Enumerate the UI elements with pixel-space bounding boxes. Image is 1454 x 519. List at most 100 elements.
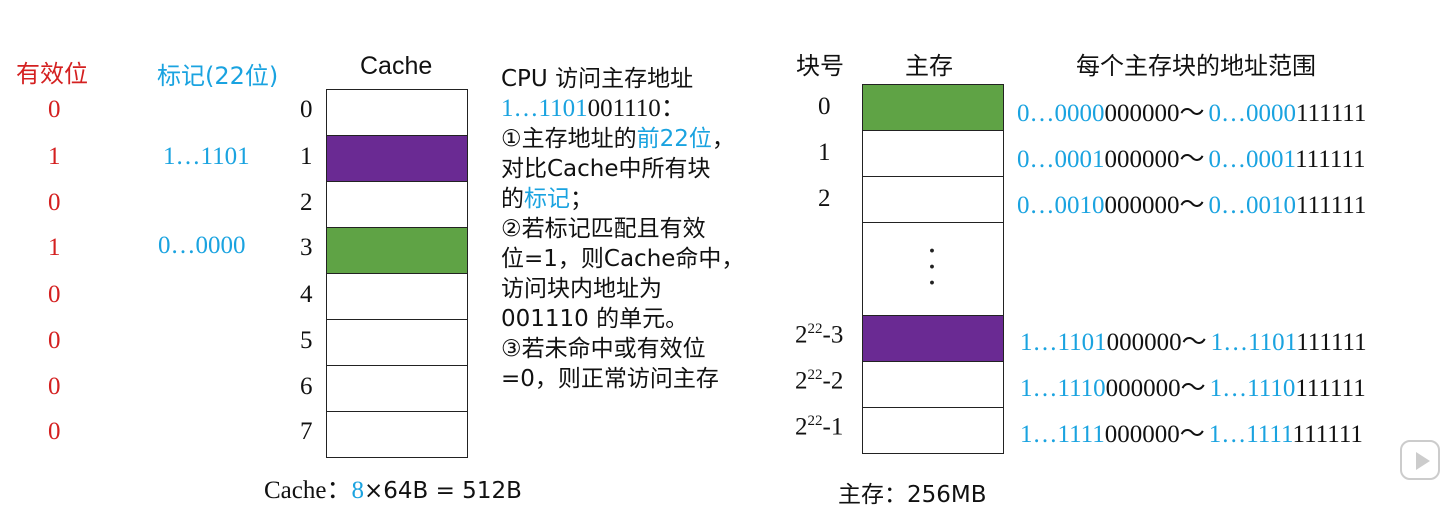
desc-line-7: 位=1，则Cache命中， [501,246,745,272]
valid-bit-6: 0 [48,373,61,400]
memory-block-last-1 [862,407,1004,454]
cache-line-4 [326,273,468,320]
block-number-header: 块号 [796,52,844,80]
memory-block-label-last-1: 222-1 [795,413,843,441]
cache-header: Cache [360,52,433,80]
cache-caption-prefix: Cache： [264,477,352,504]
desc-line-5: 的标记； [501,184,744,214]
valid-bit-5: 0 [48,327,61,354]
memory-range-2: 0…0010000000～ 0…0010111111 [1017,185,1366,221]
desc-line-9: 001110 的单元。 [501,306,689,332]
desc-step1-a: ①主存地址的 [501,126,637,152]
range-3-to-tag: 1…1101 [1210,329,1297,356]
cache-line-7 [326,411,468,458]
range-5-to-tag: 1…1111 [1208,421,1293,448]
access-description: CPU 访问主存地址 1…1101001110： ①主存地址的前22位， 对比C… [501,64,744,394]
range-5-from-offset: 000000 [1104,421,1180,448]
cache-line-0 [326,89,468,136]
memory-block-0 [862,84,1004,131]
cache-line-index-7: 7 [300,418,313,445]
desc-line-8: 访问块内地址为 [501,276,662,302]
memory-block-label-0: 0 [818,93,831,120]
label-5-exp: 22 [807,413,823,429]
range-5-to-offset: 111111 [1293,421,1363,448]
memory-range-last-1: 1…1111000000～ 1…1111111111 [1020,414,1363,450]
range-1-from-offset: 000000 [1104,146,1180,173]
desc-line-3: ①主存地址的前22位， [501,124,744,154]
valid-bit-2: 0 [48,189,61,216]
range-1-separator: ～ [1179,146,1205,173]
range-0-to-offset: 111111 [1296,100,1367,127]
desc-line5-c: ； [570,186,593,212]
cache-line-index-2: 2 [300,189,313,216]
tag-3: 0…0000 [158,232,246,259]
range-4-from-offset: 000000 [1105,375,1181,402]
range-3-from-offset: 000000 [1106,329,1182,356]
range-0-separator: ～ [1179,100,1205,127]
range-2-to-offset: 111111 [1296,192,1367,219]
range-3-to-offset: 111111 [1296,329,1367,356]
range-4-to-offset: 111111 [1295,375,1366,402]
tag-header: 标记(22位) [157,62,279,90]
label-4-suffix: -2 [822,367,844,395]
range-0-to-tag: 0…0000 [1208,100,1297,127]
desc-line-6: ②若标记匹配且有效 [501,216,706,242]
label-3-exp: 22 [807,321,823,337]
main-memory-header: 主存 [905,52,953,80]
desc-address-tag-part: 1…1101 [501,95,588,122]
memory-block-last-3 [862,315,1004,362]
label-3-base: 2 [795,321,808,349]
desc-address-offset-part: 001110： [587,95,686,122]
memory-block-2 [862,176,1004,223]
range-1-to-tag: 0…0001 [1208,146,1296,173]
cache-line-index-4: 4 [300,281,313,308]
range-3-separator: ～ [1181,329,1207,356]
tag-1: 1…1101 [163,143,250,170]
desc-line-11: =0，则正常访问主存 [501,366,719,392]
label-4-base: 2 [795,367,808,395]
cache-line-1 [326,135,468,182]
valid-bit-header: 有效位 [16,60,88,88]
cache-caption-count: 8 [351,477,364,504]
desc-line-1: CPU 访问主存地址 [501,66,694,92]
play-icon[interactable] [1400,440,1440,480]
desc-line-10: ③若未命中或有效位 [501,336,706,362]
range-2-to-tag: 0…0010 [1208,192,1297,219]
label-3-suffix: -3 [822,321,844,349]
valid-bit-7: 0 [48,418,61,445]
range-5-from-tag: 1…1111 [1020,421,1105,448]
memory-block-1 [862,130,1004,177]
memory-block-last-2 [862,361,1004,408]
desc-step1-c: ， [711,126,735,152]
memory-range-last-2: 1…1110000000～ 1…1110111111 [1020,368,1366,404]
cache-line-6 [326,365,468,412]
cache-line-2 [326,181,468,228]
cache-line-5 [326,319,468,366]
desc-address: 1…1101001110： [501,94,744,124]
memory-block-label-last-2: 222-2 [795,367,843,395]
cache-line-index-3: 3 [300,234,313,261]
range-1-to-offset: 111111 [1295,146,1366,173]
desc-line5-highlight: 标记 [524,186,570,212]
cache-line-index-0: 0 [300,96,313,123]
memory-block-label-2: 2 [818,185,831,212]
cache-line-index-6: 6 [300,373,313,400]
cache-line-3 [326,227,468,274]
range-1-from-tag: 0…0001 [1017,146,1105,173]
label-5-base: 2 [795,413,808,441]
range-4-to-tag: 1…1110 [1209,375,1296,402]
memory-range-last-3: 1…1101000000～ 1…1101111111 [1020,322,1367,358]
memory-range-0: 0…0000000000～ 0…0000111111 [1017,93,1366,129]
label-5-suffix: -1 [822,413,844,441]
range-4-from-tag: 1…1110 [1020,375,1106,402]
cache-line-index-1: 1 [300,143,313,170]
label-4-exp: 22 [807,367,823,383]
cache-caption-rest: ×64B = 512B [363,478,522,504]
desc-line5-a: 的 [501,186,524,212]
desc-step1-highlight: 前22位 [636,126,712,152]
valid-bit-4: 0 [48,281,61,308]
memory-block-label-1: 1 [818,139,831,166]
desc-line-4: 对比Cache中所有块 [501,156,711,182]
range-4-separator: ～ [1180,375,1206,402]
cache-size-caption: Cache：8×64B = 512B [264,470,522,506]
